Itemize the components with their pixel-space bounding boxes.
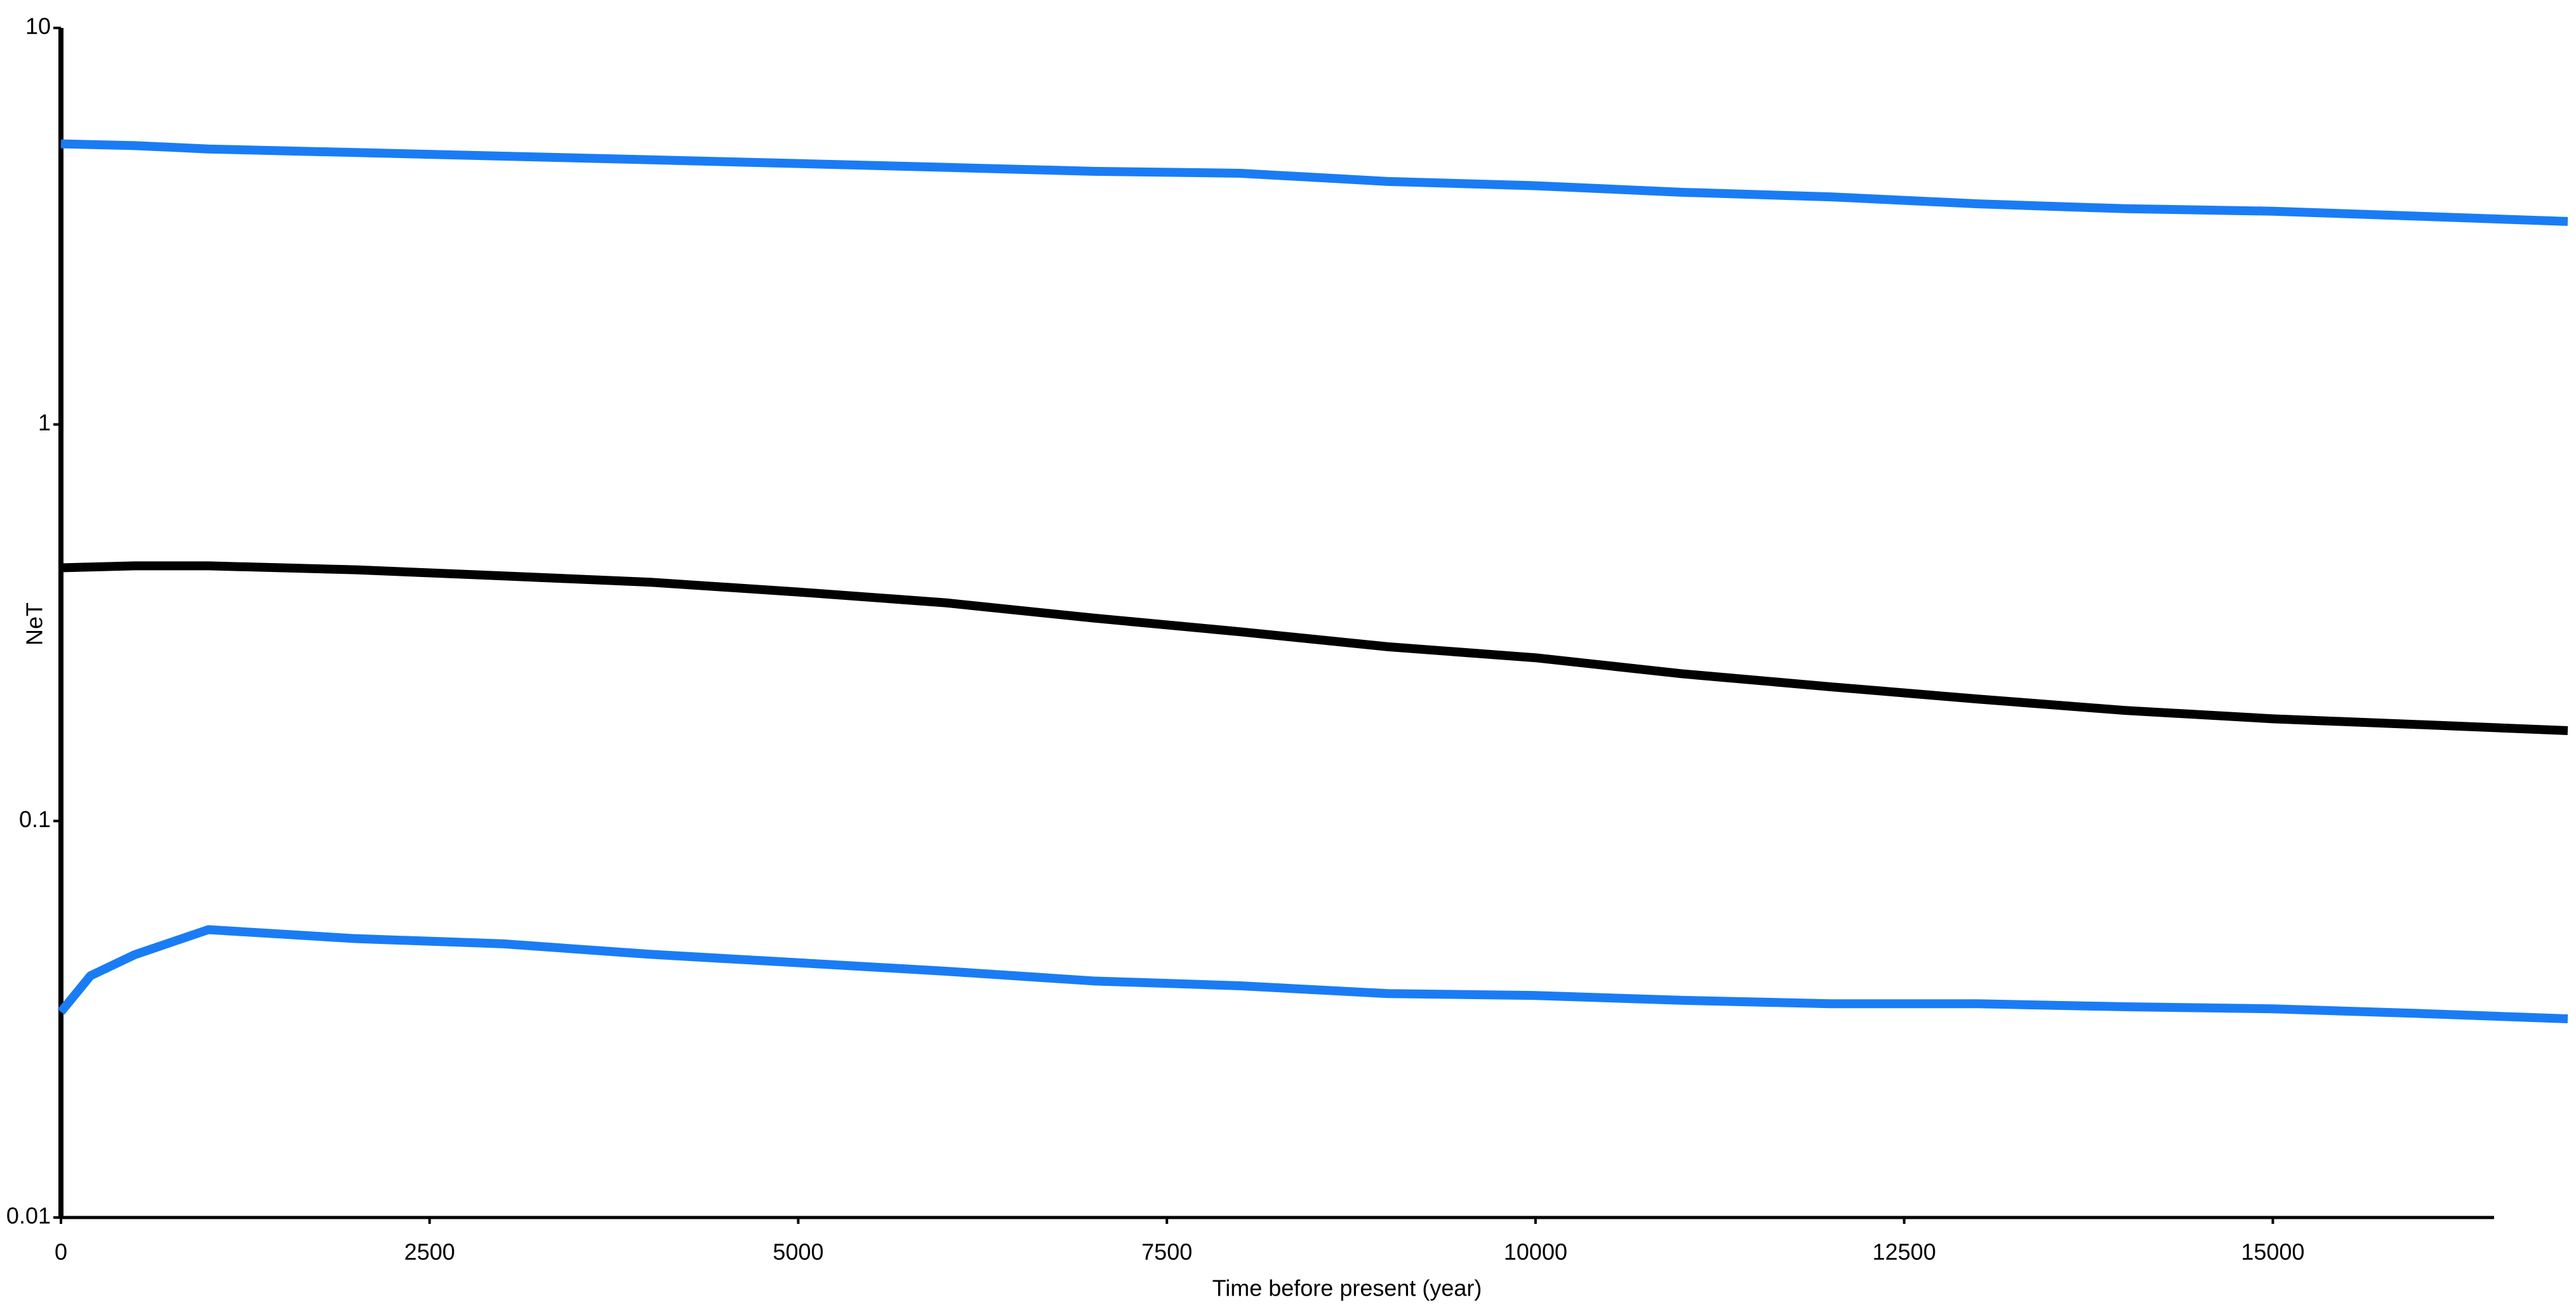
x-tick-label: 5000 <box>773 1239 823 1265</box>
series-line <box>60 561 2568 735</box>
y-tick-label: 0.01 <box>6 1203 51 1229</box>
series-line <box>60 139 2568 226</box>
x-tick-label: 15000 <box>2241 1239 2304 1265</box>
y-axis-title: NeT <box>22 602 48 646</box>
x-tick-label: 12500 <box>1873 1239 1936 1265</box>
series-line <box>57 925 2568 1024</box>
y-tick-label: 0.1 <box>19 806 51 832</box>
x-tick-label: 2500 <box>404 1239 455 1265</box>
x-tick-label: 7500 <box>1141 1239 1192 1265</box>
x-tick-label: 10000 <box>1504 1239 1567 1265</box>
y-tick-label: 1 <box>38 409 51 435</box>
x-axis-title: Time before present (year) <box>1212 1275 1482 1301</box>
y-tick-label: 10 <box>25 13 51 39</box>
x-tick-label: 0 <box>55 1239 67 1265</box>
